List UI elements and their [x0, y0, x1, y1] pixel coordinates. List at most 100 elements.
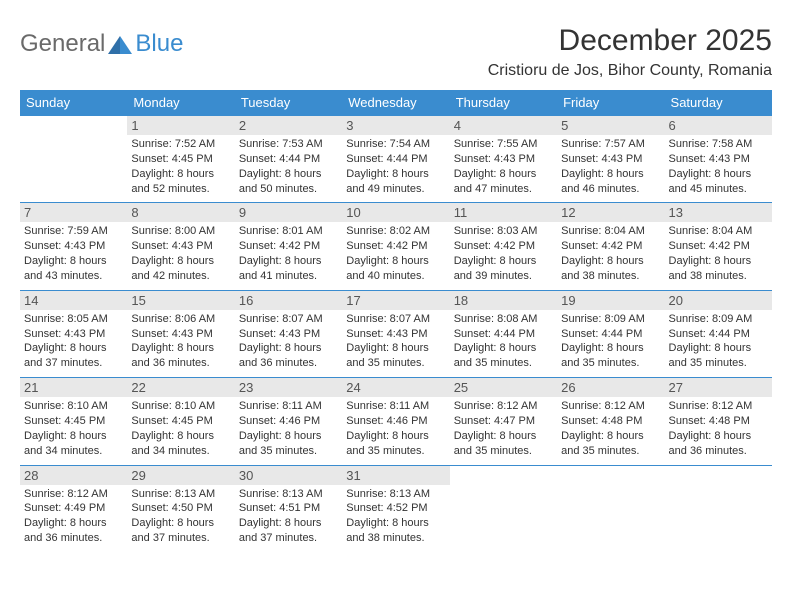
calendar-day-cell: 12Sunrise: 8:04 AMSunset: 4:42 PMDayligh… [557, 203, 664, 290]
brand-part1: General [20, 30, 105, 58]
day-info: Sunrise: 7:58 AMSunset: 4:43 PMDaylight:… [669, 137, 768, 196]
day-number: 4 [450, 116, 557, 135]
daylight-line1: Daylight: 8 hours [239, 254, 338, 269]
calendar-day-cell: 17Sunrise: 8:07 AMSunset: 4:43 PMDayligh… [342, 290, 449, 377]
daylight-line1: Daylight: 8 hours [669, 167, 768, 182]
daylight-line2: and 36 minutes. [669, 444, 768, 459]
sunrise-text: Sunrise: 8:02 AM [346, 224, 445, 239]
day-info: Sunrise: 8:04 AMSunset: 4:42 PMDaylight:… [561, 224, 660, 283]
weekday-header: Friday [557, 90, 664, 116]
daylight-line2: and 36 minutes. [239, 356, 338, 371]
sunset-text: Sunset: 4:43 PM [131, 239, 230, 254]
sunset-text: Sunset: 4:45 PM [131, 414, 230, 429]
daylight-line1: Daylight: 8 hours [239, 167, 338, 182]
calendar-table: Sunday Monday Tuesday Wednesday Thursday… [20, 90, 772, 552]
sunset-text: Sunset: 4:44 PM [561, 327, 660, 342]
day-number: 29 [127, 466, 234, 485]
sunset-text: Sunset: 4:42 PM [454, 239, 553, 254]
daylight-line1: Daylight: 8 hours [454, 167, 553, 182]
calendar-day-cell: 9Sunrise: 8:01 AMSunset: 4:42 PMDaylight… [235, 203, 342, 290]
daylight-line1: Daylight: 8 hours [561, 167, 660, 182]
sunset-text: Sunset: 4:43 PM [239, 327, 338, 342]
daylight-line2: and 36 minutes. [24, 531, 123, 546]
day-number: 17 [342, 291, 449, 310]
calendar-day-cell: 16Sunrise: 8:07 AMSunset: 4:43 PMDayligh… [235, 290, 342, 377]
sunset-text: Sunset: 4:52 PM [346, 501, 445, 516]
sunrise-text: Sunrise: 7:59 AM [24, 224, 123, 239]
daylight-line2: and 50 minutes. [239, 182, 338, 197]
day-info: Sunrise: 7:59 AMSunset: 4:43 PMDaylight:… [24, 224, 123, 283]
page-title: December 2025 [488, 24, 772, 58]
sunrise-text: Sunrise: 8:12 AM [669, 399, 768, 414]
sunrise-text: Sunrise: 8:09 AM [669, 312, 768, 327]
calendar-day-cell: 30Sunrise: 8:13 AMSunset: 4:51 PMDayligh… [235, 465, 342, 552]
sunset-text: Sunset: 4:47 PM [454, 414, 553, 429]
calendar-week-row: 7Sunrise: 7:59 AMSunset: 4:43 PMDaylight… [20, 203, 772, 290]
day-number: 23 [235, 378, 342, 397]
calendar-day-cell: 21Sunrise: 8:10 AMSunset: 4:45 PMDayligh… [20, 378, 127, 465]
sunrise-text: Sunrise: 8:08 AM [454, 312, 553, 327]
daylight-line2: and 35 minutes. [346, 444, 445, 459]
sunset-text: Sunset: 4:48 PM [669, 414, 768, 429]
day-info: Sunrise: 8:09 AMSunset: 4:44 PMDaylight:… [561, 312, 660, 371]
calendar-day-cell: 6Sunrise: 7:58 AMSunset: 4:43 PMDaylight… [665, 116, 772, 203]
sunrise-text: Sunrise: 8:13 AM [131, 487, 230, 502]
calendar-day-cell: 3Sunrise: 7:54 AMSunset: 4:44 PMDaylight… [342, 116, 449, 203]
daylight-line1: Daylight: 8 hours [561, 254, 660, 269]
daylight-line1: Daylight: 8 hours [346, 254, 445, 269]
day-number: 18 [450, 291, 557, 310]
daylight-line2: and 52 minutes. [131, 182, 230, 197]
header: General Blue December 2025 Cristioru de … [20, 24, 772, 80]
day-number: 2 [235, 116, 342, 135]
sunset-text: Sunset: 4:44 PM [239, 152, 338, 167]
calendar-day-cell [20, 116, 127, 203]
day-number: 16 [235, 291, 342, 310]
weekday-header: Thursday [450, 90, 557, 116]
daylight-line1: Daylight: 8 hours [24, 429, 123, 444]
day-info: Sunrise: 8:10 AMSunset: 4:45 PMDaylight:… [24, 399, 123, 458]
sunset-text: Sunset: 4:43 PM [561, 152, 660, 167]
daylight-line2: and 37 minutes. [131, 531, 230, 546]
calendar-day-cell: 22Sunrise: 8:10 AMSunset: 4:45 PMDayligh… [127, 378, 234, 465]
calendar-week-row: 28Sunrise: 8:12 AMSunset: 4:49 PMDayligh… [20, 465, 772, 552]
daylight-line2: and 46 minutes. [561, 182, 660, 197]
daylight-line2: and 35 minutes. [239, 444, 338, 459]
sunrise-text: Sunrise: 8:07 AM [239, 312, 338, 327]
day-info: Sunrise: 8:05 AMSunset: 4:43 PMDaylight:… [24, 312, 123, 371]
sunrise-text: Sunrise: 7:57 AM [561, 137, 660, 152]
day-info: Sunrise: 8:12 AMSunset: 4:48 PMDaylight:… [561, 399, 660, 458]
day-number: 14 [20, 291, 127, 310]
daylight-line2: and 38 minutes. [669, 269, 768, 284]
day-number: 9 [235, 203, 342, 222]
sunrise-text: Sunrise: 8:10 AM [24, 399, 123, 414]
daylight-line2: and 34 minutes. [131, 444, 230, 459]
sunset-text: Sunset: 4:45 PM [24, 414, 123, 429]
day-info: Sunrise: 8:08 AMSunset: 4:44 PMDaylight:… [454, 312, 553, 371]
day-info: Sunrise: 7:52 AMSunset: 4:45 PMDaylight:… [131, 137, 230, 196]
sunset-text: Sunset: 4:51 PM [239, 501, 338, 516]
daylight-line2: and 38 minutes. [346, 531, 445, 546]
calendar-day-cell: 27Sunrise: 8:12 AMSunset: 4:48 PMDayligh… [665, 378, 772, 465]
sunrise-text: Sunrise: 7:52 AM [131, 137, 230, 152]
calendar-day-cell: 13Sunrise: 8:04 AMSunset: 4:42 PMDayligh… [665, 203, 772, 290]
daylight-line2: and 40 minutes. [346, 269, 445, 284]
sunset-text: Sunset: 4:43 PM [669, 152, 768, 167]
calendar-day-cell: 5 Sunrise: 7:57 AMSunset: 4:43 PMDaylight… [557, 116, 664, 203]
sunrise-text: Sunrise: 8:13 AM [239, 487, 338, 502]
daylight-line1: Daylight: 8 hours [454, 429, 553, 444]
day-number: 5 [557, 116, 664, 135]
sunset-text: Sunset: 4:43 PM [346, 327, 445, 342]
sunrise-text: Sunrise: 7:58 AM [669, 137, 768, 152]
daylight-line2: and 35 minutes. [561, 444, 660, 459]
day-info: Sunrise: 8:10 AMSunset: 4:45 PMDaylight:… [131, 399, 230, 458]
sunrise-text: Sunrise: 8:00 AM [131, 224, 230, 239]
daylight-line1: Daylight: 8 hours [24, 341, 123, 356]
sunset-text: Sunset: 4:46 PM [346, 414, 445, 429]
daylight-line1: Daylight: 8 hours [239, 429, 338, 444]
daylight-line1: Daylight: 8 hours [454, 341, 553, 356]
daylight-line2: and 37 minutes. [24, 356, 123, 371]
sunset-text: Sunset: 4:42 PM [239, 239, 338, 254]
day-info: Sunrise: 8:11 AMSunset: 4:46 PMDaylight:… [346, 399, 445, 458]
sunrise-text: Sunrise: 8:07 AM [346, 312, 445, 327]
calendar-day-cell: 11Sunrise: 8:03 AMSunset: 4:42 PMDayligh… [450, 203, 557, 290]
